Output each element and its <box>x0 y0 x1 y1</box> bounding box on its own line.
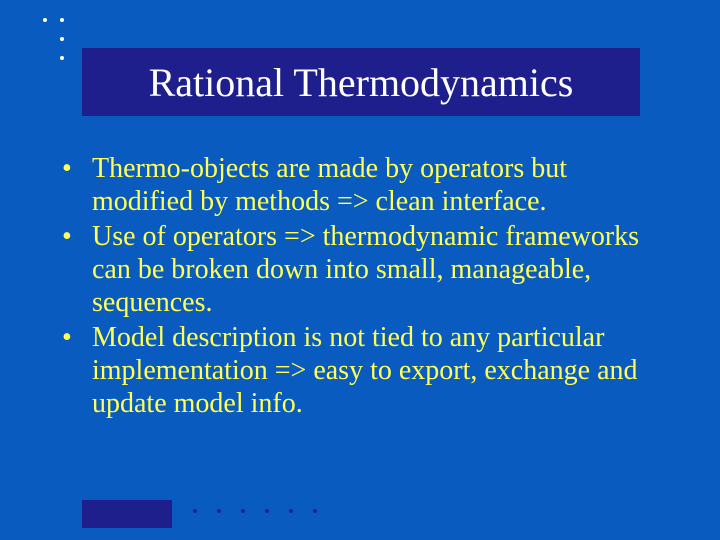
slide: Rational Thermodynamics Thermo-objects a… <box>0 0 720 540</box>
dot-icon <box>60 18 64 22</box>
title-bar: Rational Thermodynamics <box>82 48 640 116</box>
bullet-item: Use of operators => thermodynamic framew… <box>62 220 662 319</box>
bullet-item: Model description is not tied to any par… <box>62 321 662 420</box>
bullet-list: Thermo-objects are made by operators but… <box>62 152 662 422</box>
bullet-item: Thermo-objects are made by operators but… <box>62 152 662 218</box>
accent-bar-bottom <box>82 500 172 528</box>
dot-icon <box>193 509 197 513</box>
slide-title: Rational Thermodynamics <box>149 59 574 106</box>
dot-icon <box>217 509 221 513</box>
dot-icon <box>60 56 64 60</box>
dot-icon <box>43 18 47 22</box>
dot-icon <box>289 509 293 513</box>
dot-icon <box>265 509 269 513</box>
dot-icon <box>313 509 317 513</box>
dot-icon <box>60 37 64 41</box>
dot-icon <box>241 509 245 513</box>
